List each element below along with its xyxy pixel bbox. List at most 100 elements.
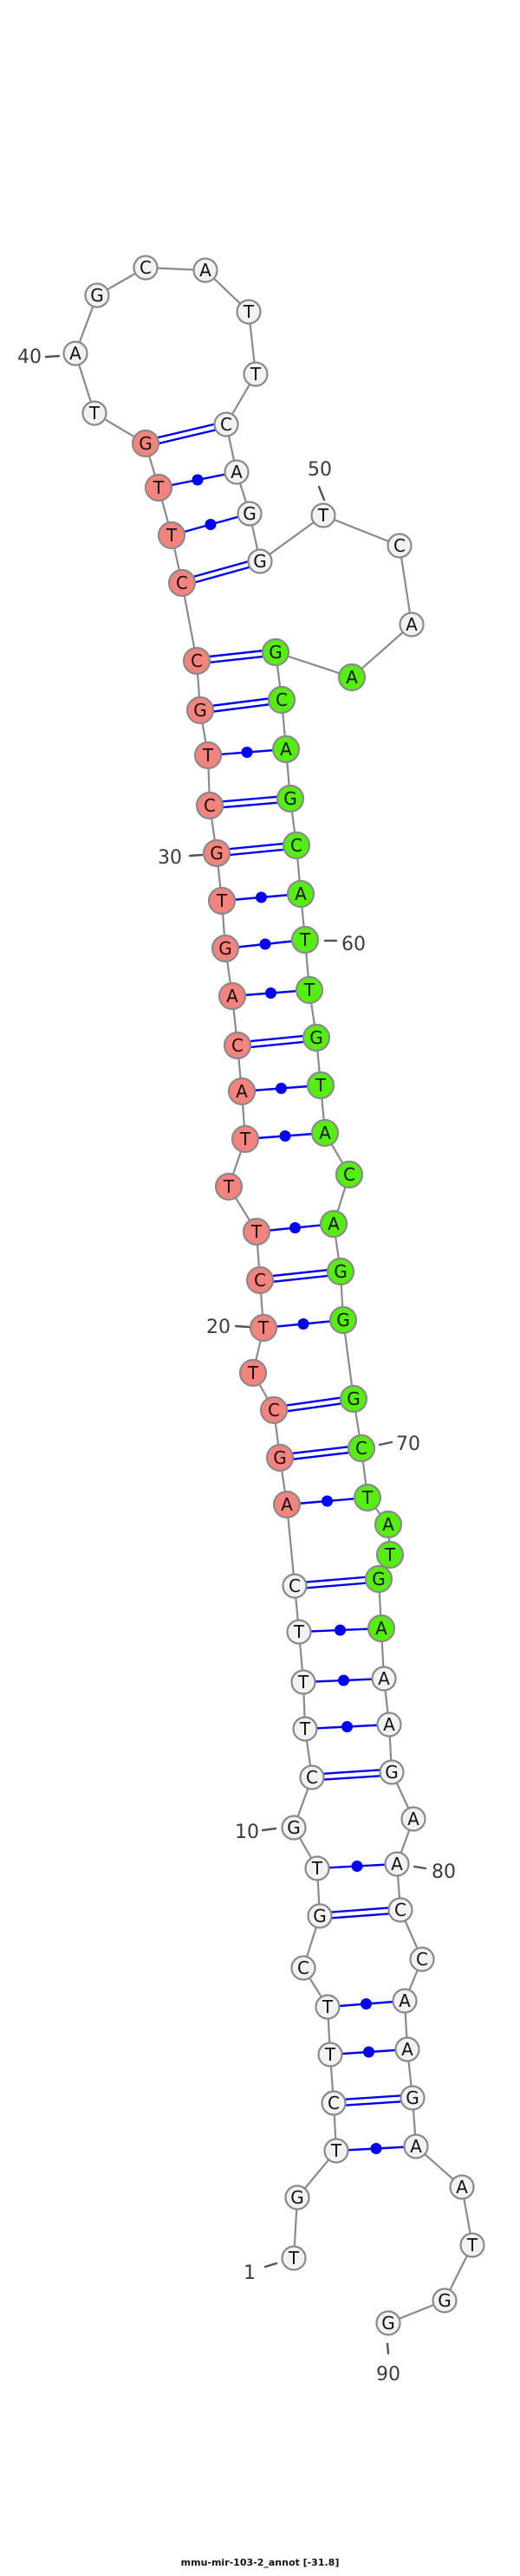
nucleotide-letter: T [317, 505, 329, 526]
nucleotide-89-G: G [432, 2288, 458, 2314]
nucleotide-circle [299, 1764, 325, 1790]
nucleotide-letter: G [406, 2087, 419, 2108]
nucleotide-23-T: T [214, 1172, 244, 1201]
nucleotide-24-T: T [231, 1124, 260, 1154]
position-label-text: 30 [158, 847, 182, 869]
nucleotide-circle [432, 2288, 458, 2314]
nucleotide-circle [449, 2174, 475, 2200]
nucleotide-letter: C [276, 689, 288, 710]
nucleotide-letter: G [438, 2290, 452, 2311]
nucleotide-circle [403, 2133, 429, 2159]
nucleotide-circle [223, 1031, 252, 1060]
nucleotide-circle [335, 1160, 364, 1189]
position-label-10: 10 [235, 1822, 277, 1843]
nucleotide-letter: T [297, 1672, 309, 1693]
nucleotide-circle [157, 521, 186, 550]
nucleotide-circle [227, 1077, 257, 1106]
nucleotide-42-C: C [133, 255, 159, 281]
noncanonical-dot [351, 1861, 363, 1872]
noncanonical-dot [241, 747, 253, 758]
nucleotide-76-A: A [371, 1666, 397, 1692]
nucleotide-37-T: T [144, 473, 173, 502]
nucleotide-circle [247, 548, 273, 574]
link-line [278, 1444, 362, 1456]
nucleotide-18-C: C [259, 1395, 289, 1425]
nucleotide-letter: A [328, 1214, 340, 1234]
nucleotide-58-C: C [282, 831, 311, 860]
nucleotide-circle [376, 1712, 402, 1738]
nucleotide-letter: A [410, 2136, 422, 2157]
link-line [398, 544, 413, 626]
nucleotide-59-A: A [286, 879, 315, 909]
position-label-text: 40 [17, 346, 42, 368]
nucleotides: TGTCTTCGTGCTTTCAGCTTCTTTACAGTGCTGCCTTGTA… [62, 255, 485, 2336]
nucleotide-circle [290, 1669, 316, 1695]
nucleotide-letter: G [139, 433, 153, 454]
nucleotide-circle [459, 2232, 485, 2258]
link-line [386, 2342, 390, 2355]
nucleotide-letter: A [406, 614, 418, 635]
nucleotide-circle [281, 2245, 307, 2271]
nucleotide-letter: G [193, 700, 207, 721]
nucleotide-80-A: A [384, 1851, 410, 1877]
nucleotide-letter: T [250, 364, 262, 385]
nucleotide-letter: A [456, 2177, 468, 2197]
nucleotide-circle [409, 1946, 435, 1972]
nucleotide-circle [337, 663, 367, 692]
link-line [258, 514, 325, 563]
nucleotide-circle [167, 568, 197, 598]
nucleotide-51-C: C [387, 533, 413, 559]
position-labels: 1 10 20 30 40 50 60 70 80 90 [17, 346, 456, 2385]
nucleotide-68-G: G [328, 1305, 358, 1335]
nucleotide-circle [302, 1023, 331, 1052]
nucleotide-12-T: T [292, 1716, 318, 1742]
nucleotide-40-A: A [62, 340, 88, 366]
nucleotide-circle [292, 1716, 318, 1742]
nucleotide-letter: A [407, 1809, 419, 1829]
nucleotide-circle [84, 282, 110, 308]
nucleotide-30-G: G [202, 838, 231, 868]
nucleotide-circle [261, 638, 290, 667]
nucleotide-letter: T [247, 1362, 259, 1383]
nucleotide-34-C: C [182, 646, 211, 676]
nucleotide-circle [321, 2090, 347, 2116]
link-line [318, 1906, 401, 1914]
nucleotide-48-G: G [237, 501, 263, 527]
link-line [145, 426, 228, 448]
noncanonical-dot [370, 2143, 382, 2154]
nucleotide-letter: T [299, 929, 311, 950]
nucleotide-41-G: G [84, 282, 110, 308]
nucleotide-21-C: C [245, 1265, 275, 1295]
link-line [234, 1324, 250, 1329]
nucleotide-circle [62, 340, 88, 366]
nucleotide-letter: A [382, 1514, 394, 1535]
nucleotide-22-T: T [242, 1217, 271, 1246]
position-label-text: 10 [235, 1822, 259, 1843]
nucleotide-43-A: A [192, 257, 218, 283]
nucleotide-circle [317, 2042, 343, 2068]
base-pair-bonds [144, 420, 418, 2154]
nucleotide-letter: T [243, 301, 255, 322]
nucleotide-60-T: T [290, 925, 320, 955]
nucleotide-79-A: A [400, 1806, 426, 1832]
nucleotide-circle [259, 1395, 289, 1425]
nucleotide-circle [384, 1851, 410, 1877]
nucleotide-circle [306, 1071, 335, 1100]
nucleotide-circle [272, 1490, 302, 1519]
nucleotide-69-G: G [339, 1384, 368, 1414]
nucleotide-letter: A [391, 1854, 403, 1874]
nucleotide-letter: A [236, 1081, 248, 1102]
nucleotide-letter: T [153, 477, 165, 498]
nucleotide-5-T: T [317, 2042, 343, 2068]
position-label-90: 90 [376, 2342, 400, 2385]
position-label-text: 70 [396, 1434, 420, 1455]
nucleotide-letter: G [253, 551, 267, 572]
nucleotide-circle [242, 1217, 271, 1246]
position-label-20: 20 [206, 1317, 250, 1338]
nucleotide-letter: G [290, 2187, 304, 2208]
nucleotide-circle [192, 257, 218, 283]
noncanonical-dot [276, 1083, 287, 1094]
nucleotide-letter: A [375, 1618, 387, 1639]
nucleotide-circle [231, 1124, 260, 1154]
